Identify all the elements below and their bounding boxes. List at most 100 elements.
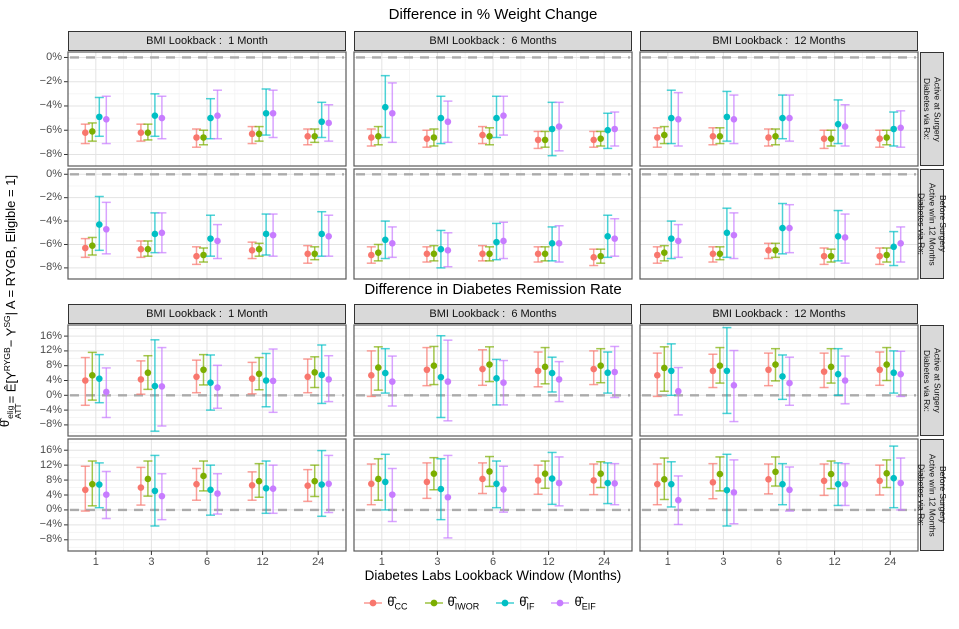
series-IWOR <box>659 242 892 263</box>
point-estimate <box>897 479 904 487</box>
point-estimate <box>89 242 96 249</box>
point-estimate <box>382 103 389 111</box>
point-estimate <box>709 250 717 258</box>
point-estimate <box>890 369 897 377</box>
y-tick-label: 4% <box>46 374 62 386</box>
point-estimate <box>590 477 597 484</box>
point-estimate <box>214 490 221 497</box>
panel <box>639 51 919 167</box>
point-estimate <box>548 475 556 482</box>
point-estimate <box>597 135 604 143</box>
point-estimate <box>255 130 263 138</box>
point-estimate <box>765 366 772 374</box>
point-estimate <box>765 247 772 254</box>
point-estimate <box>151 230 159 238</box>
point-estimate <box>897 240 904 247</box>
series-IWOR <box>659 346 892 392</box>
point-estimate <box>541 250 549 258</box>
point-estimate <box>82 244 89 252</box>
series-IF <box>666 202 899 267</box>
point-estimate <box>200 366 207 374</box>
x-tick-label: 12 <box>256 556 269 568</box>
point-estimate <box>437 245 445 253</box>
y-tick-label: 0% <box>46 388 62 401</box>
facet-strip-row: Diabetes via Rx: Active w/in 12 Months Bef… <box>917 169 948 279</box>
point-estimate <box>709 367 717 375</box>
point-estimate <box>430 250 438 258</box>
point-estimate <box>200 134 207 141</box>
point-estimate <box>772 132 779 140</box>
point-estimate <box>311 477 319 485</box>
y-tick-label: 16% <box>39 329 62 342</box>
point-estimate <box>262 377 270 384</box>
point-estimate <box>375 132 382 140</box>
legend-label: θ̂EIF <box>574 594 596 612</box>
point-estimate <box>786 224 793 232</box>
series-CC <box>652 127 885 150</box>
point-estimate <box>158 492 166 500</box>
y-tick-label: 0% <box>46 503 62 516</box>
series-EIF <box>101 89 334 145</box>
facet-strip-row: Diabetes via Rx: Active at Surgery <box>920 52 944 166</box>
point-estimate <box>96 481 103 488</box>
series-EIF <box>387 454 620 539</box>
point-estimate <box>103 388 110 396</box>
legend-marker-icon <box>424 599 443 607</box>
point-estimate <box>779 224 786 232</box>
point-estimate <box>709 132 717 140</box>
point-estimate <box>144 129 152 136</box>
legend: θ̂CC θ̂IWOR θ̂IF θ̂EIF <box>0 594 959 612</box>
x-tick-label: 6 <box>203 556 211 568</box>
point-estimate <box>716 362 724 370</box>
point-estimate <box>375 249 382 256</box>
panel-border <box>639 324 919 437</box>
panel <box>639 438 919 552</box>
point-estimate <box>479 475 486 483</box>
series-CC <box>652 462 885 506</box>
point-estimate <box>103 491 110 498</box>
facet-strip-col: BMI Lookback : 6 Months <box>354 31 632 51</box>
point-estimate <box>541 136 549 144</box>
point-estimate <box>841 234 849 241</box>
point-estimate <box>423 250 431 258</box>
y-tick-label: 8% <box>46 473 62 486</box>
point-estimate <box>820 252 828 260</box>
x-tick-label: 12 <box>542 556 555 568</box>
point-estimate <box>103 225 110 233</box>
y-tick-label: −2% <box>39 191 62 204</box>
legend-item-IF: θ̂IF <box>495 594 534 612</box>
point-estimate <box>493 374 500 382</box>
point-estimate <box>500 112 507 119</box>
panel-border <box>353 168 633 280</box>
point-estimate <box>890 474 897 482</box>
legend-label: θ̂IF <box>519 594 535 612</box>
point-estimate <box>493 238 500 246</box>
x-tick-label: 3 <box>434 556 441 568</box>
point-estimate <box>368 134 375 141</box>
point-estimate <box>668 367 675 375</box>
point-estimate <box>675 387 682 395</box>
point-estimate <box>137 129 145 136</box>
point-estimate <box>654 372 661 379</box>
y-tick-label: −8% <box>39 261 62 274</box>
point-estimate <box>765 134 772 141</box>
panel-border <box>639 51 919 167</box>
point-estimate <box>654 480 661 488</box>
point-estimate <box>827 252 835 260</box>
point-estimate <box>255 245 263 253</box>
point-estimate <box>207 235 214 242</box>
point-estimate <box>493 114 500 122</box>
x-tick-label: 24 <box>598 556 611 568</box>
facet-strip-row-label: Diabetes via Rx: Active at Surgery <box>922 76 943 142</box>
x-tick-label: 1 <box>378 556 385 568</box>
legend-item-CC: θ̂CC <box>363 594 408 612</box>
panel <box>353 51 633 167</box>
point-estimate <box>841 480 849 488</box>
point-estimate <box>96 375 103 382</box>
point-estimate <box>479 131 486 139</box>
series-IF <box>94 88 327 140</box>
point-estimate <box>444 247 452 254</box>
y-tick-label: 12% <box>39 344 62 357</box>
